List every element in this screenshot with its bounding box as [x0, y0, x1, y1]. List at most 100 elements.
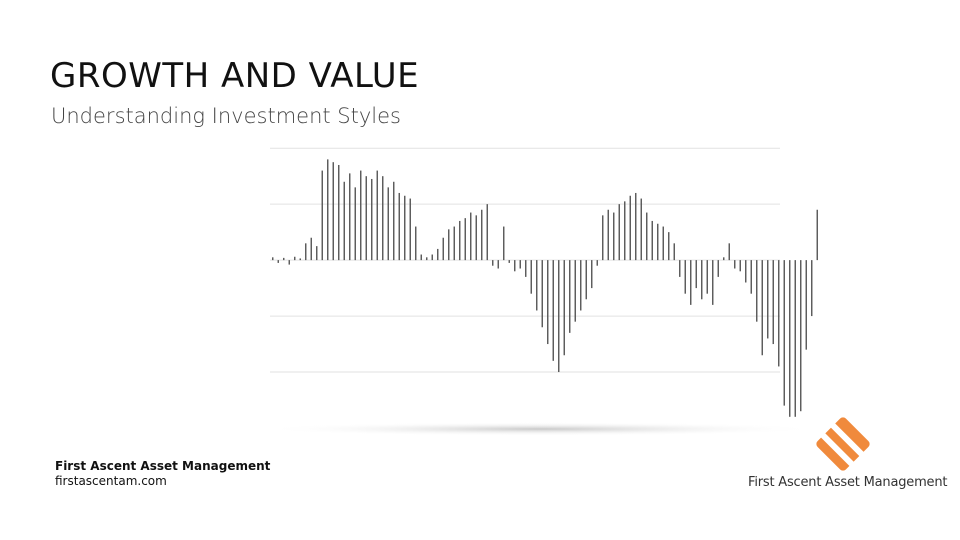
bar: [426, 257, 428, 261]
bar: [437, 248, 439, 261]
bar: [629, 195, 631, 261]
bar: [690, 260, 692, 305]
bar: [431, 254, 433, 261]
bar: [635, 192, 637, 261]
bar: [459, 220, 461, 261]
bar: [706, 260, 708, 294]
bar: [816, 209, 818, 261]
bar: [387, 187, 389, 261]
bar: [750, 260, 752, 294]
bar: [695, 260, 697, 289]
bar: [712, 260, 714, 305]
bar: [464, 218, 466, 261]
bar: [519, 260, 521, 269]
bar: [530, 260, 532, 294]
bar: [668, 232, 670, 261]
bar: [503, 226, 505, 261]
bar: [305, 243, 307, 261]
bar: [811, 260, 813, 317]
bar: [640, 198, 642, 261]
bar: [283, 257, 285, 261]
bar: [294, 256, 296, 261]
bar: [288, 260, 290, 265]
bar: [514, 260, 516, 272]
bar: [442, 237, 444, 261]
bar: [739, 260, 741, 272]
bar: [569, 260, 571, 333]
company-name: First Ascent Asset Management: [55, 459, 271, 473]
bar: [805, 260, 807, 350]
bar: [673, 243, 675, 261]
bar: [486, 204, 488, 261]
bar: [772, 260, 774, 345]
bar: [734, 260, 736, 269]
logo-text: First Ascent Asset Management: [748, 475, 948, 490]
bar: [547, 260, 549, 345]
bar: [558, 260, 560, 373]
bar: [470, 212, 472, 261]
bar: [448, 229, 450, 261]
bar: [761, 260, 763, 356]
bar: [453, 226, 455, 261]
bar: [299, 258, 301, 261]
bar: [536, 260, 538, 311]
bar: [794, 260, 796, 417]
bar: [580, 260, 582, 311]
bar: [756, 260, 758, 322]
bar: [657, 223, 659, 261]
bar: [728, 243, 730, 261]
bar: [591, 260, 593, 289]
bar: [745, 260, 747, 283]
bar: [371, 178, 373, 261]
bar: [508, 260, 510, 263]
bar: [723, 257, 725, 261]
bar: [316, 246, 318, 261]
bar: [563, 260, 565, 356]
bar: [393, 181, 395, 261]
bar: [778, 260, 780, 367]
bar: [497, 260, 499, 269]
bar: [409, 198, 411, 261]
bar: [701, 260, 703, 300]
bar: [349, 173, 351, 261]
bar: [789, 260, 791, 417]
website: firstascentam.com: [55, 474, 167, 488]
logo-icon: [816, 417, 870, 471]
bar: [646, 212, 648, 261]
chart-shadow: [260, 422, 820, 436]
bar: [552, 260, 554, 361]
bar: [376, 170, 378, 261]
bar: [475, 215, 477, 261]
bar: [574, 260, 576, 322]
bar: [481, 209, 483, 261]
title: GROWTH AND VALUE: [50, 56, 420, 96]
bar: [585, 260, 587, 300]
bar: [420, 254, 422, 261]
bar: [602, 215, 604, 261]
bar: [360, 170, 362, 261]
bar: [338, 164, 340, 261]
bar: [310, 237, 312, 261]
bar: [365, 176, 367, 261]
bar: [800, 260, 802, 412]
bar: [525, 260, 527, 277]
bar: [624, 201, 626, 261]
bar: [327, 159, 329, 261]
bar: [684, 260, 686, 294]
bar: [618, 204, 620, 261]
bar: [277, 260, 279, 263]
bar: [415, 226, 417, 261]
bar: [662, 226, 664, 261]
bar: [613, 212, 615, 261]
bar: [272, 257, 274, 261]
bar: [398, 192, 400, 261]
bar: [382, 176, 384, 261]
bar: [541, 260, 543, 328]
bar: [354, 187, 356, 261]
bar: [651, 220, 653, 261]
bar: [343, 181, 345, 261]
bar: [492, 260, 494, 266]
bar: [767, 260, 769, 339]
